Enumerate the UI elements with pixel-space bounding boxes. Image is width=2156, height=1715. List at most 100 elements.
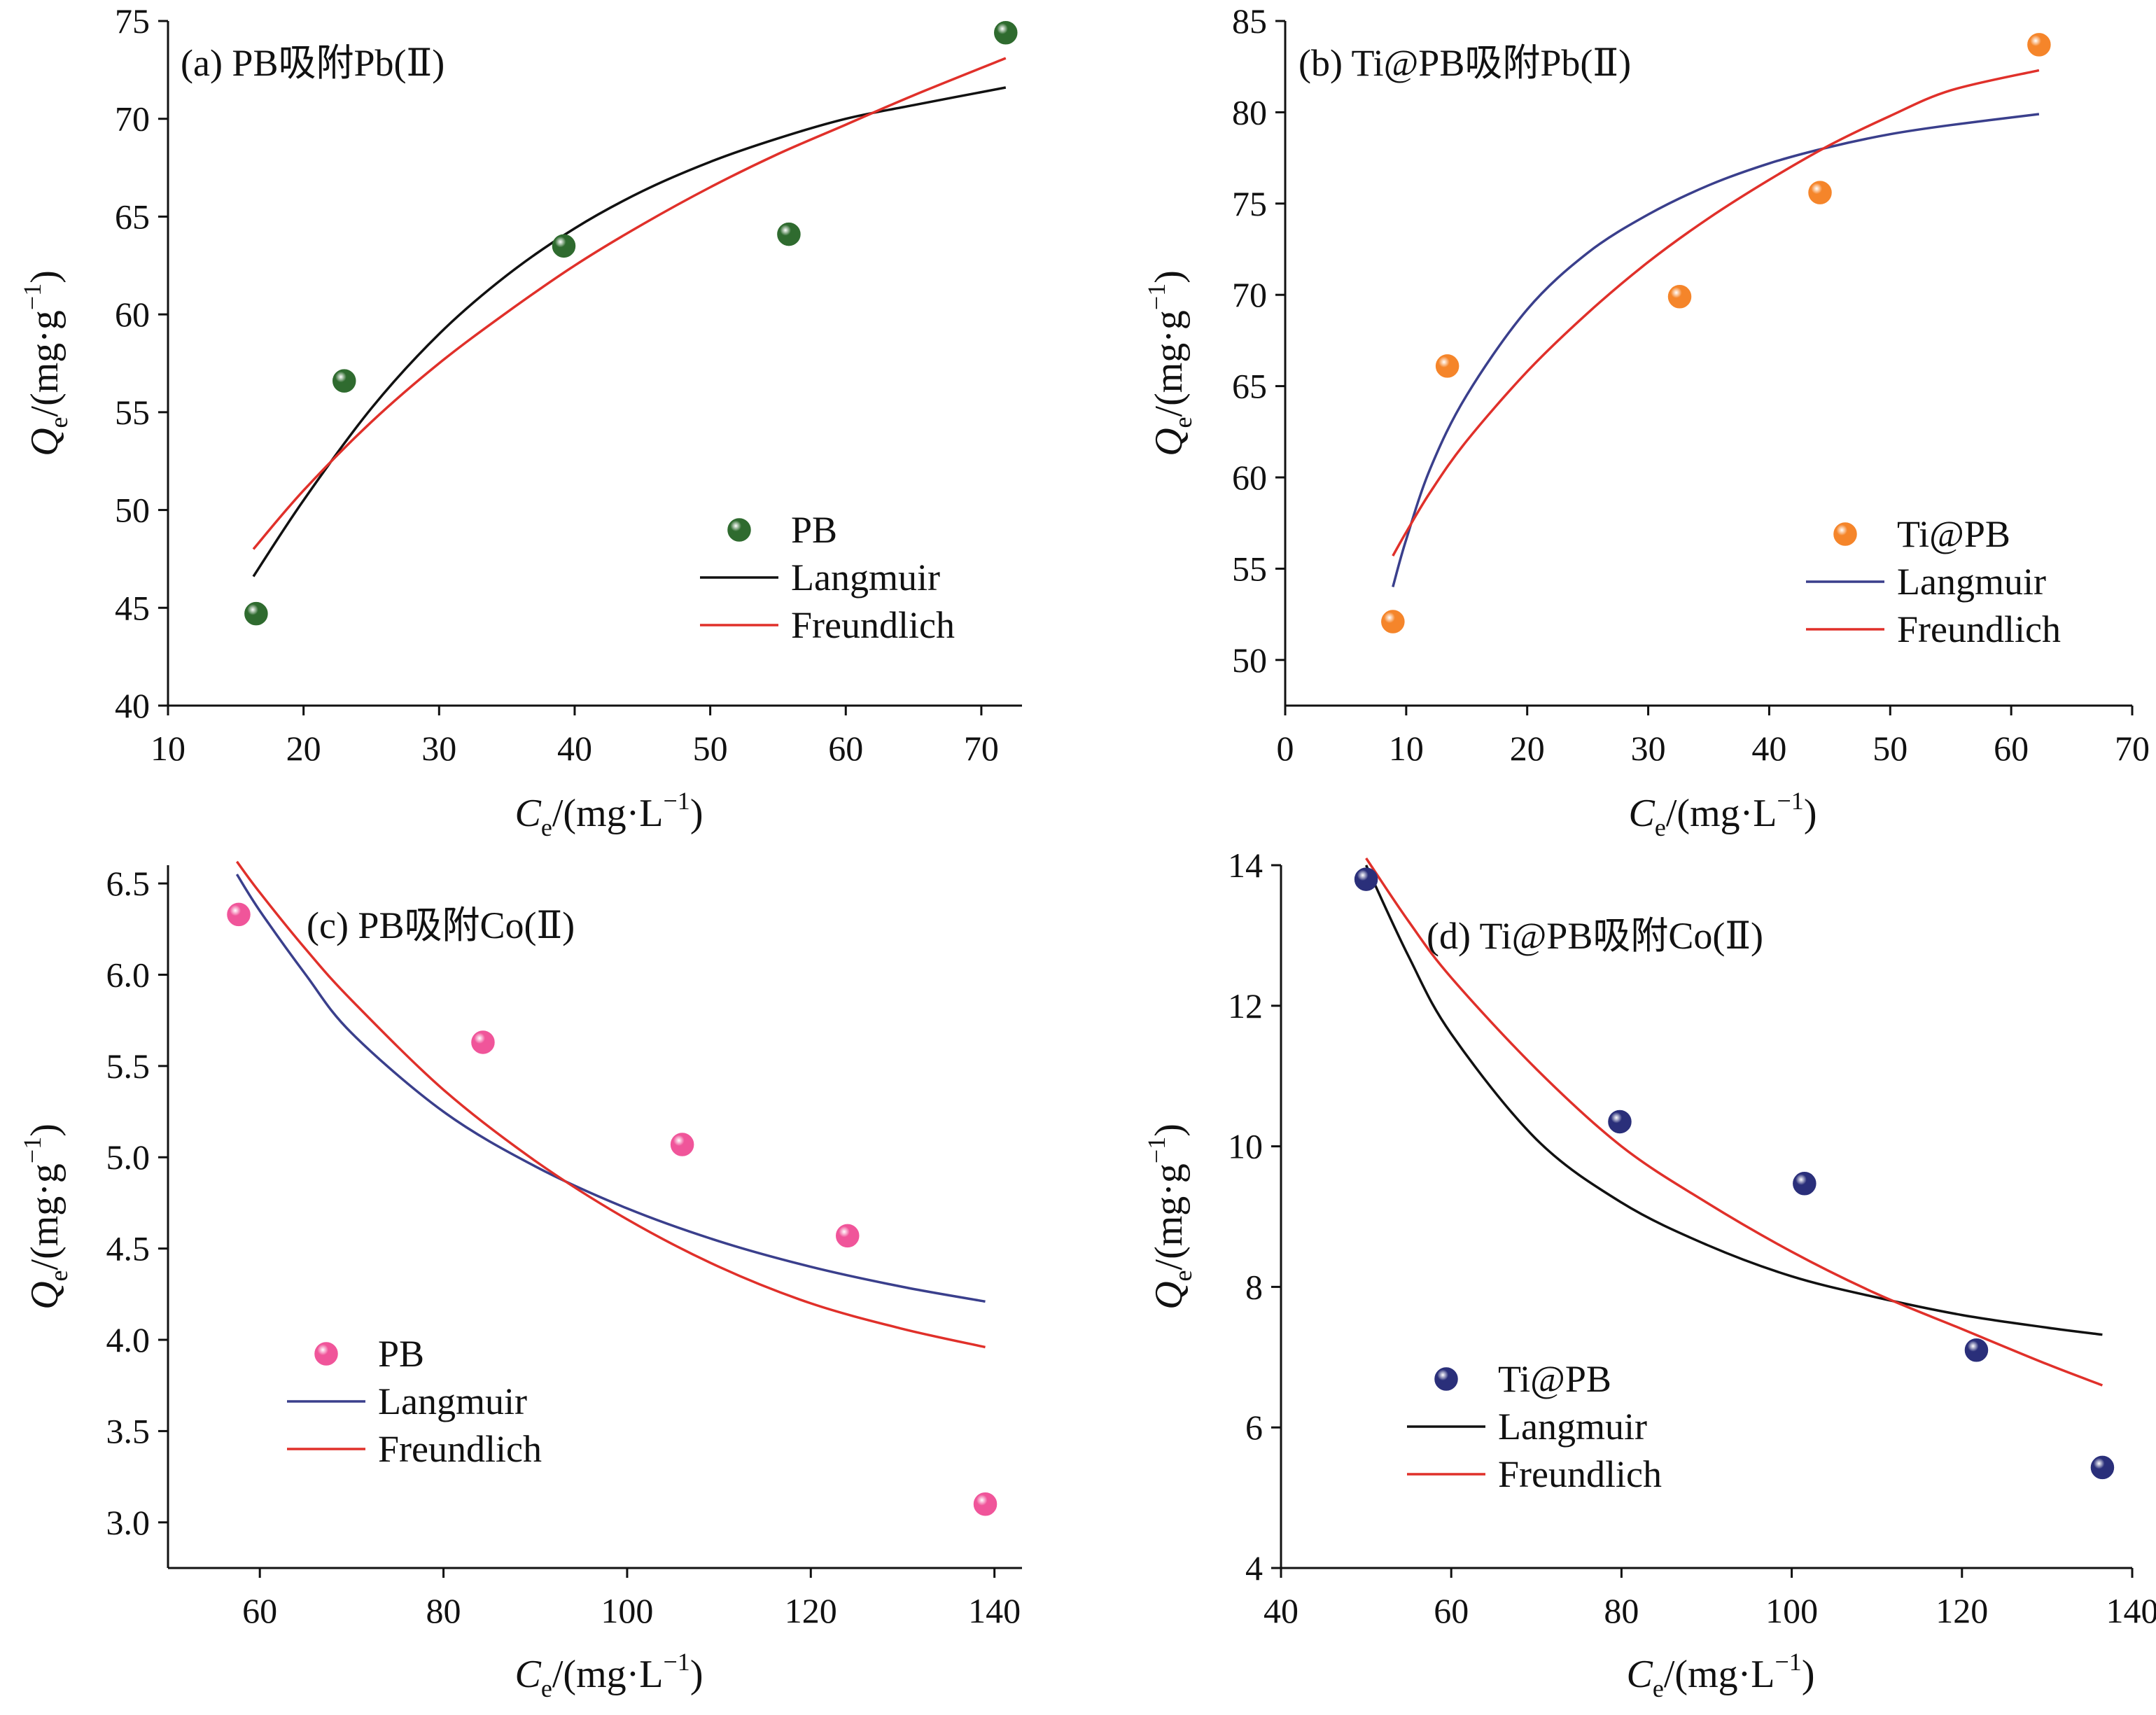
y-tick-label: 65 bbox=[115, 197, 150, 236]
x-tick-label: 80 bbox=[1604, 1591, 1639, 1630]
x-tick-label: 80 bbox=[426, 1591, 461, 1630]
panel-a: 10 20 30 40 50 60 70 40 45 50 55 60 65 70 75 Ce/(mg·L−1… bbox=[18, 1, 1022, 841]
data-point bbox=[1435, 354, 1460, 378]
panel-d: 40 60 80 100 120 140 4 6 8 10 12 14 Ce/(mg·L−1) Qe/(m… bbox=[1142, 846, 2156, 1702]
x-tick-label: 120 bbox=[785, 1591, 837, 1630]
y-tick-label: 50 bbox=[115, 491, 150, 530]
y-tick-label: 12 bbox=[1228, 986, 1263, 1026]
data-point bbox=[973, 1492, 997, 1516]
y-axis-label: Qe/(mg·g−1) bbox=[18, 270, 73, 456]
y-tick-label: 60 bbox=[1232, 458, 1267, 497]
y-tick-label: 40 bbox=[115, 686, 150, 725]
data-point bbox=[1808, 181, 1832, 204]
y-tick-label: 65 bbox=[1232, 367, 1267, 406]
x-tick-label: 0 bbox=[1277, 729, 1294, 768]
legend: Ti@PB Langmuir Freundlich bbox=[1806, 513, 2061, 650]
legend-label-freundlich: Freundlich bbox=[378, 1428, 542, 1470]
series-line-freundlich bbox=[1392, 69, 2040, 556]
data-point bbox=[1793, 1172, 1816, 1196]
x-tick-label: 30 bbox=[1631, 729, 1666, 768]
x-tick-label: 70 bbox=[964, 729, 999, 768]
y-tick-label: 45 bbox=[115, 588, 150, 627]
x-axis-label: Ce/(mg·L−1) bbox=[515, 1648, 704, 1702]
x-axis-label: Ce/(mg·L−1) bbox=[1629, 787, 1817, 841]
panel-title: (c) PB吸附Co(Ⅱ) bbox=[307, 904, 575, 946]
x-tick-label: 100 bbox=[601, 1591, 653, 1630]
x-tick-label: 50 bbox=[693, 729, 728, 768]
y-tick-label: 6.0 bbox=[106, 955, 150, 994]
x-tick-label: 40 bbox=[1751, 729, 1786, 768]
x-tick-label: 140 bbox=[968, 1591, 1021, 1630]
y-tick-label: 6.5 bbox=[106, 864, 150, 903]
panel-title: (b) Ti@PB吸附Pb(Ⅱ) bbox=[1298, 42, 1631, 84]
legend-marker-points bbox=[314, 1342, 338, 1366]
legend-marker-points bbox=[1434, 1367, 1458, 1391]
data-point bbox=[777, 222, 801, 246]
data-point bbox=[1667, 285, 1692, 309]
x-tick-label: 20 bbox=[1510, 729, 1545, 768]
series-line-freundlich bbox=[235, 860, 986, 1349]
data-point bbox=[1608, 1110, 1632, 1134]
legend-label-langmuir: Langmuir bbox=[1897, 561, 2046, 603]
data-point bbox=[244, 601, 268, 626]
data-point bbox=[2027, 33, 2051, 57]
x-tick-label: 40 bbox=[1264, 1591, 1298, 1630]
data-point bbox=[332, 369, 356, 393]
series-line-freundlich bbox=[252, 57, 1007, 550]
legend-label-freundlich: Freundlich bbox=[1498, 1453, 1662, 1495]
x-axis-label: Ce/(mg·L−1) bbox=[515, 787, 704, 841]
legend-marker-points bbox=[727, 518, 751, 542]
data-point bbox=[670, 1133, 694, 1156]
y-tick-label: 5.0 bbox=[106, 1138, 150, 1177]
legend: PB Langmuir Freundlich bbox=[287, 1333, 542, 1470]
panel-title: (a) PB吸附Pb(Ⅱ) bbox=[181, 42, 444, 84]
x-tick-label: 70 bbox=[2115, 729, 2150, 768]
legend-label-langmuir: Langmuir bbox=[791, 556, 940, 598]
y-tick-label: 70 bbox=[1232, 275, 1267, 314]
series-line-langmuir bbox=[1392, 113, 2040, 587]
data-point bbox=[471, 1030, 495, 1054]
y-tick-label: 60 bbox=[115, 295, 150, 334]
y-axis-label: Qe/(mg·g−1) bbox=[1142, 270, 1197, 456]
y-axis-label: Qe/(mg·g−1) bbox=[18, 1124, 73, 1310]
x-tick-label: 60 bbox=[1434, 1591, 1469, 1630]
y-tick-label: 3.5 bbox=[106, 1411, 150, 1450]
legend-label-points: Ti@PB bbox=[1897, 513, 2010, 555]
data-point bbox=[552, 234, 576, 258]
legend-label-freundlich: Freundlich bbox=[791, 604, 955, 646]
series-line-langmuir bbox=[235, 874, 986, 1303]
legend-label-points: PB bbox=[378, 1333, 424, 1375]
y-tick-label: 6 bbox=[1245, 1408, 1263, 1447]
legend-label-langmuir: Langmuir bbox=[1498, 1406, 1647, 1448]
x-axis-label: Ce/(mg·L−1) bbox=[1627, 1648, 1815, 1702]
series-line-freundlich bbox=[1365, 858, 2104, 1387]
y-tick-label: 10 bbox=[1228, 1127, 1263, 1166]
y-tick-label: 50 bbox=[1232, 640, 1267, 680]
y-tick-label: 4.5 bbox=[106, 1229, 150, 1268]
series-line-langmuir bbox=[1365, 864, 2103, 1336]
panel-c: 60 80 100 120 140 3.0 3.5 4.0 4.5 5.0 5.5 6.0 6.5 Ce/… bbox=[18, 860, 1022, 1702]
x-tick-label: 10 bbox=[150, 729, 186, 768]
y-tick-label: 4 bbox=[1245, 1548, 1263, 1588]
data-point bbox=[2090, 1455, 2115, 1480]
x-tick-label: 60 bbox=[1994, 729, 2029, 768]
x-tick-label: 40 bbox=[557, 729, 592, 768]
panel-b: 0 10 20 30 40 50 60 70 50 55 60 65 70 75 80 85 Ce/(mg·L−… bbox=[1142, 1, 2150, 841]
data-point bbox=[994, 21, 1018, 45]
legend-label-langmuir: Langmuir bbox=[378, 1380, 527, 1422]
x-tick-label: 140 bbox=[2106, 1591, 2156, 1630]
series-line-langmuir bbox=[252, 86, 1007, 578]
y-tick-label: 14 bbox=[1228, 846, 1263, 885]
data-point bbox=[836, 1224, 860, 1248]
x-tick-label: 50 bbox=[1872, 729, 1907, 768]
y-axis-label: Qe/(mg·g−1) bbox=[1142, 1124, 1197, 1310]
data-point bbox=[1381, 610, 1405, 634]
legend-marker-points bbox=[1833, 522, 1857, 546]
y-tick-label: 4.0 bbox=[106, 1320, 150, 1359]
y-tick-label: 70 bbox=[115, 99, 150, 139]
legend: PB Langmuir Freundlich bbox=[700, 509, 955, 646]
panel-title: (d) Ti@PB吸附Co(Ⅱ) bbox=[1427, 915, 1763, 957]
legend-label-points: Ti@PB bbox=[1498, 1358, 1611, 1400]
x-tick-label: 120 bbox=[1935, 1591, 1988, 1630]
